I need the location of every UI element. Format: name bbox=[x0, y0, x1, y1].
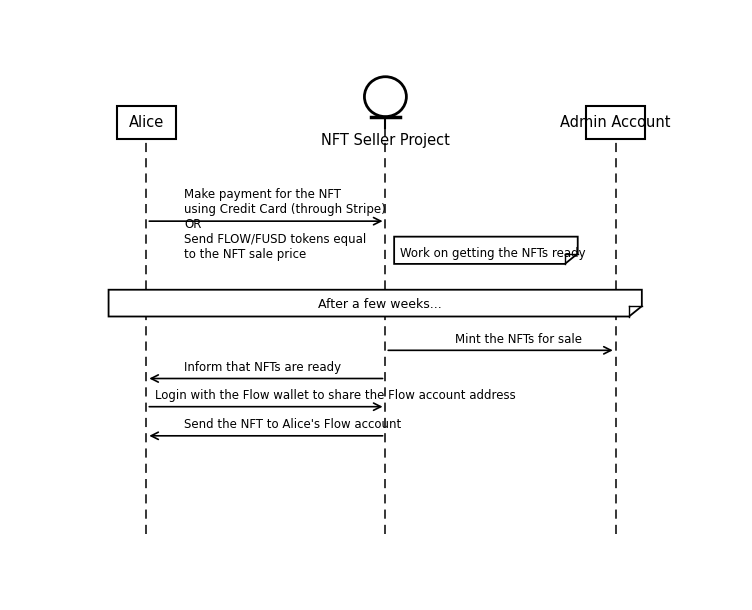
Bar bbox=[587, 106, 644, 139]
Polygon shape bbox=[108, 290, 642, 317]
Text: After a few weeks...: After a few weeks... bbox=[317, 298, 441, 310]
Polygon shape bbox=[394, 237, 578, 264]
Text: Make payment for the NFT
using Credit Card (through Stripe)
OR
Send FLOW/FUSD to: Make payment for the NFT using Credit Ca… bbox=[184, 188, 386, 261]
Text: Admin Account: Admin Account bbox=[560, 115, 671, 130]
Text: Inform that NFTs are ready: Inform that NFTs are ready bbox=[184, 361, 341, 374]
Text: Login with the Flow wallet to share the Flow account address: Login with the Flow wallet to share the … bbox=[155, 389, 516, 402]
Text: Alice: Alice bbox=[129, 115, 164, 130]
Bar bbox=[117, 106, 176, 139]
Text: Work on getting the NFTs ready: Work on getting the NFTs ready bbox=[400, 246, 586, 260]
Text: Mint the NFTs for sale: Mint the NFTs for sale bbox=[456, 332, 582, 346]
Text: NFT Seller Project: NFT Seller Project bbox=[321, 133, 450, 148]
Text: Send the NFT to Alice's Flow account: Send the NFT to Alice's Flow account bbox=[184, 418, 402, 431]
